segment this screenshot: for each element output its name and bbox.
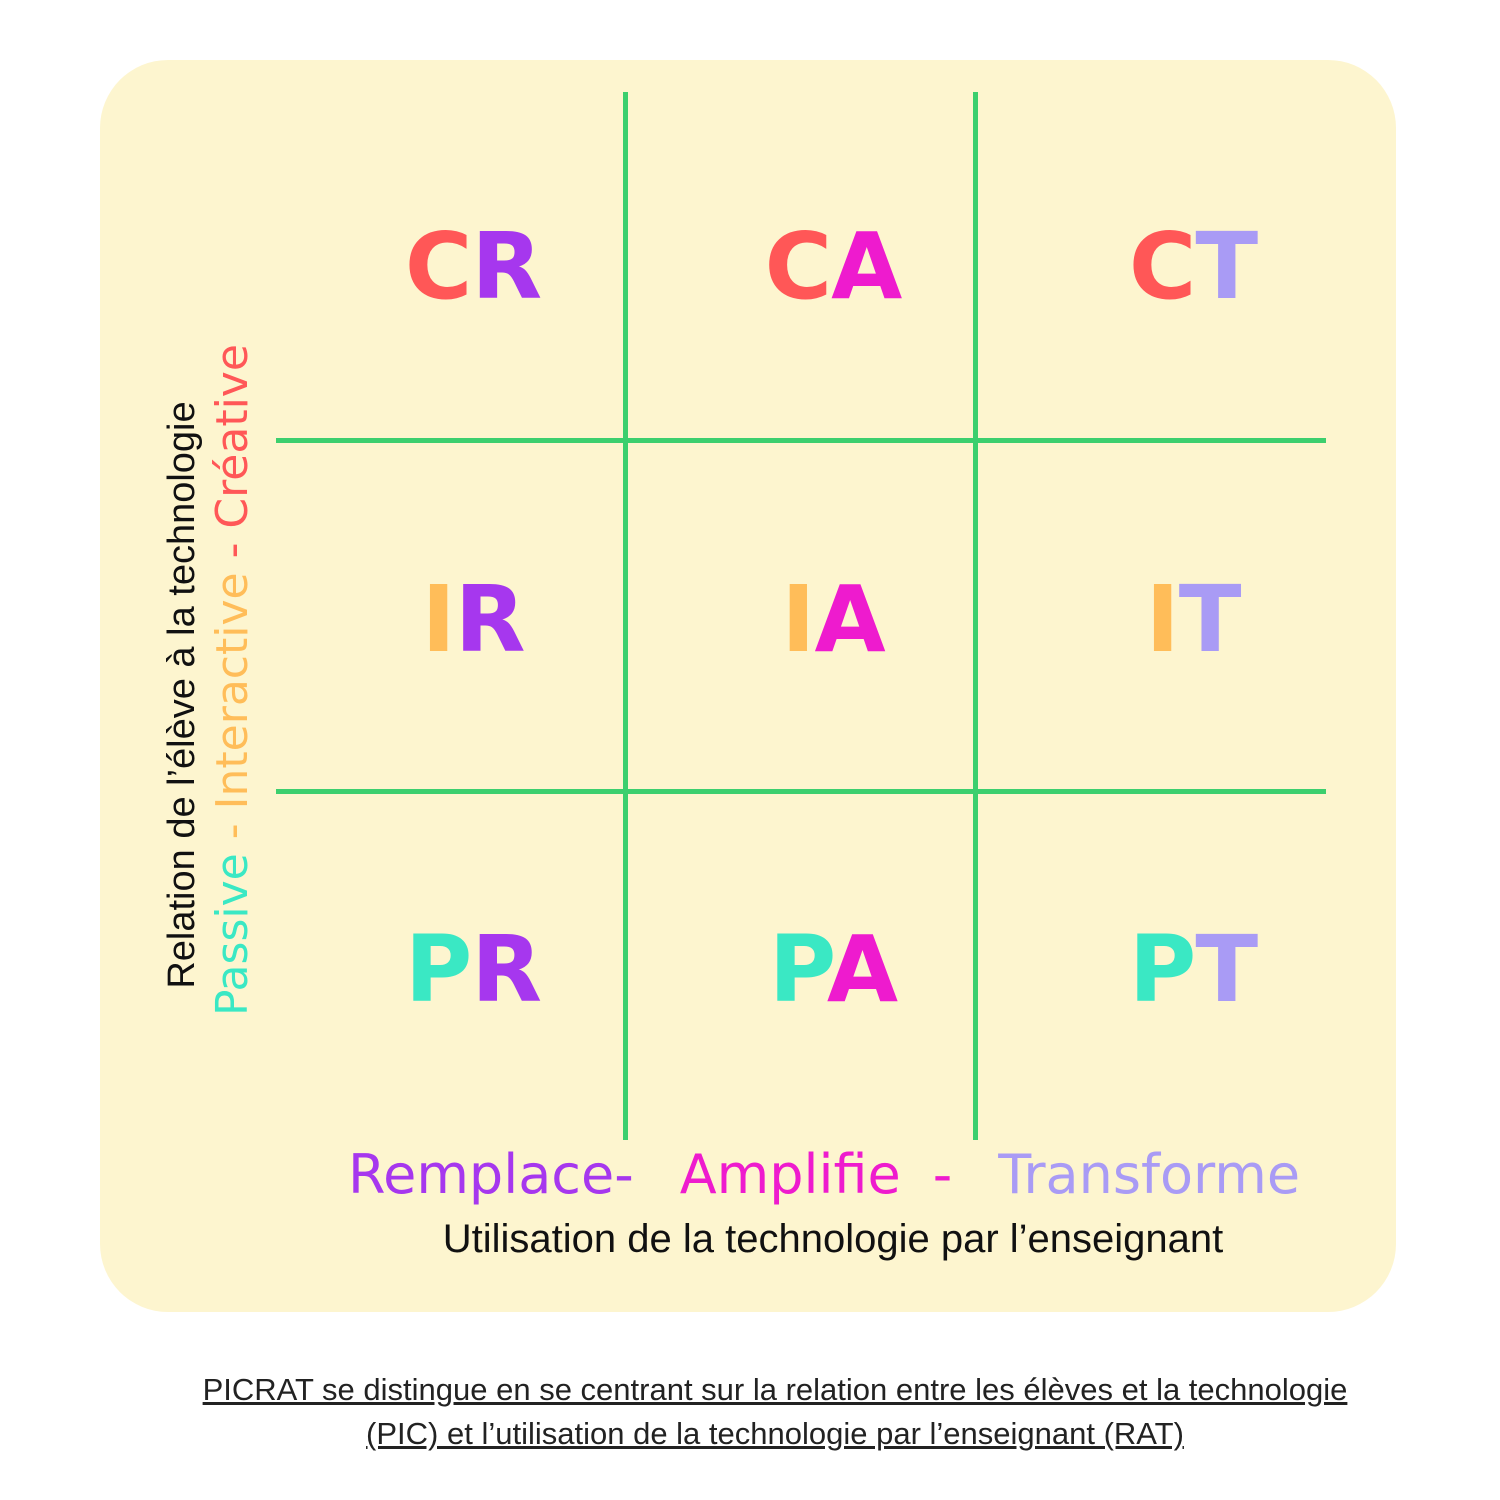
cell-letter-first: C: [404, 213, 473, 320]
cell-letter-second: R: [454, 566, 526, 673]
y-axis-rotated: Relation de l’élève à la technologie Pas…: [159, 120, 261, 1120]
cell-ir: IR: [298, 560, 648, 680]
cell-letter-second: T: [1178, 566, 1242, 673]
y-axis: Relation de l’élève à la technologie Pas…: [150, 120, 270, 1120]
cell-letter-first: P: [768, 916, 828, 1023]
cell-letter-second: A: [831, 213, 902, 320]
x-axis-scale: Remplace- Amplifie - Transforme: [348, 1140, 1348, 1210]
cell-pa: PA: [658, 910, 1008, 1030]
x-level-remplace: Remplace: [348, 1143, 615, 1206]
cell-pt: PT: [1018, 910, 1368, 1030]
y-level-passive: Passive: [207, 853, 258, 1016]
x-level-amplifie: Amplifie: [679, 1143, 901, 1206]
cell-letter-first: I: [781, 566, 815, 673]
cell-letter-second: R: [471, 213, 542, 320]
cell-letter-first: I: [421, 566, 455, 673]
cell-letter-second: A: [826, 916, 898, 1023]
cell-letter-second: T: [1195, 916, 1258, 1023]
x-separator-1: -: [614, 1143, 634, 1206]
cell-letter-second: T: [1195, 213, 1258, 320]
x-separator-2: -: [932, 1143, 953, 1206]
y-axis-scale: Passive - Interactive - Créative: [205, 120, 261, 1120]
y-separator-1: -: [207, 809, 258, 854]
caption-line-2: (PIC) et l’utilisation de la technologie…: [366, 1416, 1184, 1451]
cell-letter-first: P: [1128, 916, 1196, 1023]
cell-letter-second: R: [471, 916, 542, 1023]
cell-letter-first: C: [764, 213, 833, 320]
y-level-creative: Créative: [207, 344, 258, 529]
cell-letter-first: I: [1145, 566, 1180, 673]
cell-letter-first: P: [404, 916, 472, 1023]
cell-ca: CA: [658, 207, 1008, 327]
x-level-transforme: Transforme: [998, 1143, 1301, 1206]
y-axis-title: Relation de l’élève à la technologie: [161, 401, 203, 989]
cell-letter-second: A: [814, 566, 886, 673]
y-separator-2: -: [207, 528, 258, 573]
caption: PICRAT se distingue en se centrant sur l…: [100, 1368, 1450, 1456]
cell-pr: PR: [298, 910, 648, 1030]
cell-letter-first: C: [1128, 213, 1197, 320]
cell-cr: CR: [298, 207, 648, 327]
grid-horizontal-line-2: [276, 789, 1326, 794]
caption-line-1: PICRAT se distingue en se centrant sur l…: [202, 1372, 1348, 1407]
picrat-panel: [100, 60, 1396, 1312]
grid-horizontal-line-1: [276, 438, 1326, 443]
grid-vertical-line-1: [623, 92, 628, 1140]
x-axis-title: Utilisation de la technologie par l’ense…: [442, 1217, 1224, 1261]
grid-vertical-line-2: [973, 92, 978, 1140]
y-level-interactive: Interactive: [207, 572, 258, 810]
cell-it: IT: [1018, 560, 1368, 680]
cell-ia: IA: [658, 560, 1008, 680]
cell-ct: CT: [1018, 207, 1368, 327]
